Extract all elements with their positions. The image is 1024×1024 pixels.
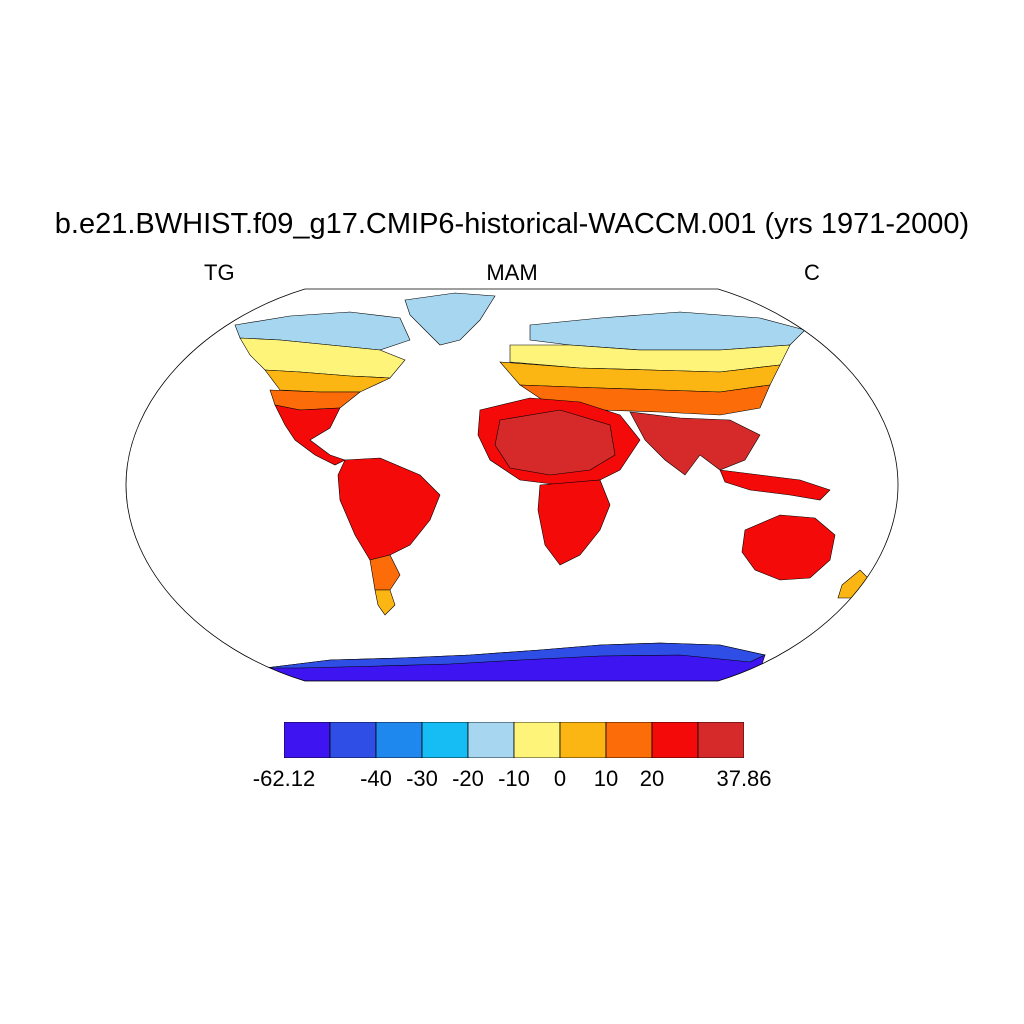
indonesia xyxy=(719,469,831,501)
south-asia xyxy=(629,411,761,476)
eurasia-cold xyxy=(529,311,806,351)
colorbar-tick-label: -30 xyxy=(406,766,438,791)
colorbar-bin xyxy=(329,722,377,758)
central-america xyxy=(274,404,346,466)
colorbar-bin xyxy=(559,722,607,758)
colorbar-tick-label: 20 xyxy=(639,766,665,791)
africa-interior xyxy=(494,409,616,476)
colorbar-bin xyxy=(421,722,469,758)
map-boundary xyxy=(125,288,899,682)
colorbar-bin xyxy=(605,722,653,758)
map-title: b.e21.BWHIST.f09_g17.CMIP6-historical-WA… xyxy=(54,208,970,240)
colorbar-tick-label: 37.86 xyxy=(716,766,772,791)
colorbar-tick-label: 10 xyxy=(593,766,619,791)
antarctica-coast xyxy=(264,642,766,669)
colorbar-bin xyxy=(284,722,331,758)
season-label: MAM xyxy=(486,260,538,285)
colorbar-bin xyxy=(467,722,515,758)
south-america-hot xyxy=(337,457,441,561)
north-america-mild xyxy=(264,369,391,393)
colorbar-tick-label: 0 xyxy=(553,766,567,791)
colorbar-tick-label: -40 xyxy=(360,766,392,791)
colorbar-tick-label: -20 xyxy=(452,766,484,791)
greenland xyxy=(404,292,496,346)
colorbar-bin xyxy=(651,722,699,758)
colorbar-bin xyxy=(697,722,744,758)
australia xyxy=(741,514,836,581)
africa-south xyxy=(537,479,611,566)
colorbar-tick-label: -10 xyxy=(498,766,530,791)
colorbar-bin xyxy=(513,722,561,758)
south-america-tip xyxy=(374,589,396,616)
colorbar-bin xyxy=(375,722,423,758)
units-label: C xyxy=(804,260,820,285)
colorbar-tick-label: -62.12 xyxy=(252,766,316,791)
south-america-warm xyxy=(369,554,401,591)
colorbar xyxy=(284,722,744,758)
new-zealand xyxy=(837,569,869,599)
variable-label: TG xyxy=(204,260,235,285)
